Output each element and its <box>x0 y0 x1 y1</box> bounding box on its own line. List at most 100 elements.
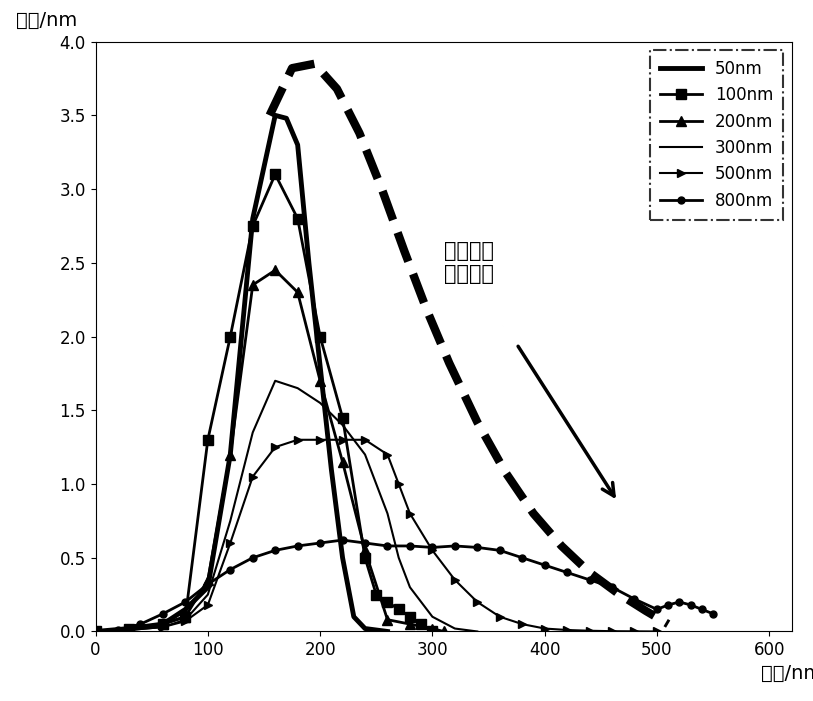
200nm <box>203 576 213 584</box>
200nm <box>180 613 190 621</box>
200nm <box>158 620 167 628</box>
100nm <box>124 625 134 633</box>
100nm <box>372 590 381 599</box>
500nm <box>315 435 325 444</box>
100nm <box>203 435 213 444</box>
800nm <box>180 598 190 606</box>
800nm <box>540 561 550 569</box>
50nm <box>124 625 134 633</box>
800nm <box>271 546 280 554</box>
100nm <box>271 170 280 179</box>
300nm <box>405 583 415 592</box>
500nm <box>563 626 572 634</box>
Y-axis label: 高度/nm: 高度/nm <box>16 11 77 30</box>
500nm <box>472 598 482 606</box>
100nm <box>360 554 370 562</box>
200nm <box>91 627 101 636</box>
50nm <box>304 259 314 267</box>
100nm <box>393 605 403 613</box>
300nm <box>158 623 167 632</box>
500nm <box>428 546 437 554</box>
200nm <box>428 625 437 633</box>
500nm <box>248 472 258 481</box>
50nm <box>203 583 213 592</box>
800nm <box>663 601 673 609</box>
300nm <box>450 625 459 633</box>
300nm <box>337 421 347 429</box>
Line: 100nm: 100nm <box>91 170 437 637</box>
Line: 500nm: 500nm <box>91 435 661 636</box>
500nm <box>450 576 459 584</box>
50nm <box>349 613 359 621</box>
100nm <box>158 620 167 628</box>
200nm <box>124 625 134 633</box>
50nm <box>383 627 393 636</box>
300nm <box>315 399 325 407</box>
800nm <box>383 542 393 550</box>
300nm <box>248 428 258 437</box>
300nm <box>360 450 370 458</box>
800nm <box>450 542 459 550</box>
800nm <box>607 583 617 592</box>
800nm <box>685 601 695 609</box>
200nm <box>293 288 302 297</box>
300nm <box>271 376 280 385</box>
800nm <box>337 536 347 544</box>
50nm <box>158 620 167 628</box>
200nm <box>337 458 347 466</box>
500nm <box>91 627 101 636</box>
50nm <box>91 627 101 636</box>
100nm <box>91 627 101 636</box>
100nm <box>383 598 393 606</box>
200nm <box>315 376 325 385</box>
50nm <box>315 362 325 370</box>
200nm <box>225 450 235 458</box>
100nm <box>315 332 325 341</box>
Line: 50nm: 50nm <box>96 116 388 632</box>
200nm <box>383 615 393 624</box>
800nm <box>563 569 572 577</box>
50nm <box>372 626 381 634</box>
50nm <box>248 215 258 223</box>
300nm <box>383 510 393 518</box>
500nm <box>124 626 134 634</box>
100nm <box>225 332 235 341</box>
200nm <box>405 620 415 628</box>
500nm <box>383 450 393 458</box>
500nm <box>225 539 235 547</box>
100nm <box>428 627 437 636</box>
100nm <box>416 620 426 628</box>
Text: 高度降低
直径增加: 高度降低 直径增加 <box>444 240 493 284</box>
500nm <box>360 435 370 444</box>
500nm <box>180 617 190 625</box>
50nm <box>180 605 190 613</box>
300nm <box>91 627 101 636</box>
800nm <box>629 595 639 604</box>
100nm <box>293 215 302 223</box>
50nm <box>271 111 280 120</box>
300nm <box>225 517 235 525</box>
50nm <box>293 141 302 149</box>
Line: 200nm: 200nm <box>91 266 449 637</box>
800nm <box>517 554 527 562</box>
300nm <box>472 627 482 636</box>
200nm <box>271 266 280 274</box>
500nm <box>271 443 280 451</box>
800nm <box>293 542 302 550</box>
800nm <box>203 580 213 589</box>
500nm <box>540 625 550 633</box>
800nm <box>495 546 505 554</box>
800nm <box>675 598 685 606</box>
800nm <box>708 610 718 618</box>
800nm <box>652 605 662 613</box>
800nm <box>472 543 482 552</box>
50nm <box>327 465 337 473</box>
500nm <box>293 435 302 444</box>
Line: 300nm: 300nm <box>96 381 477 632</box>
800nm <box>113 626 123 634</box>
800nm <box>405 542 415 550</box>
200nm <box>439 627 449 636</box>
800nm <box>136 620 146 628</box>
500nm <box>652 627 662 636</box>
50nm <box>360 625 370 633</box>
